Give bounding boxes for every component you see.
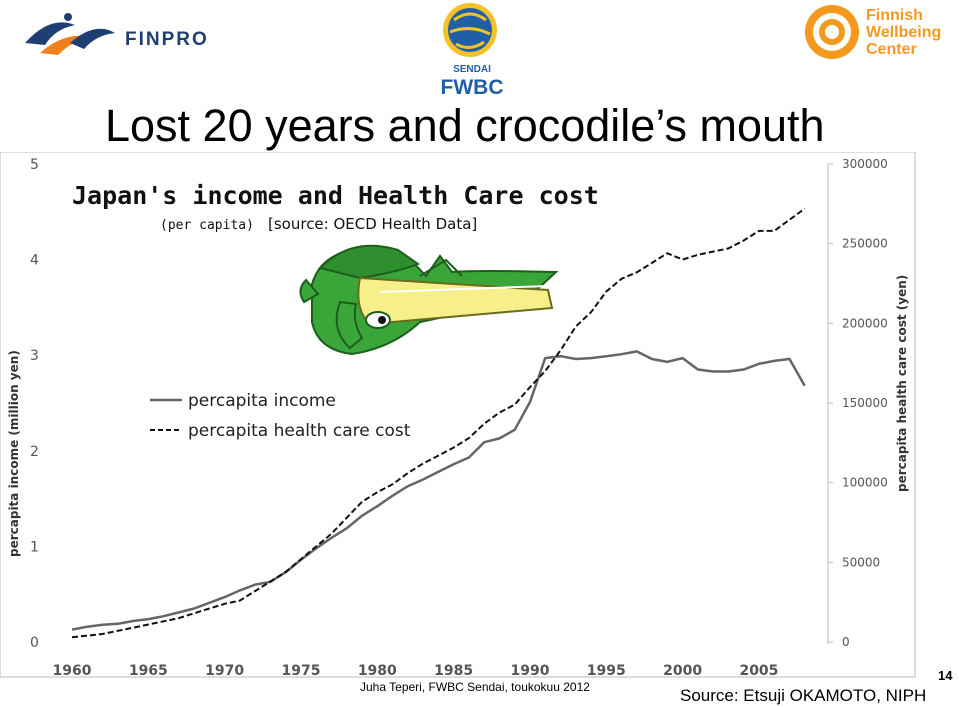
sendai-fwbc-logo: SENDAI FWBC xyxy=(441,3,504,99)
chart-subtitle-right: [source: OECD Health Data] xyxy=(268,215,477,233)
finpro-logo: FINPRO xyxy=(25,13,209,55)
y-tick-label-0: 0 xyxy=(30,635,39,651)
fwc-line-2: Wellbeing xyxy=(866,24,941,41)
x-tick-label-3: 1975 xyxy=(281,663,320,679)
y2-tick-label-0: 0 xyxy=(842,635,850,649)
x-tick-label-1: 1965 xyxy=(129,663,168,679)
x-tick-label-7: 1995 xyxy=(587,663,626,679)
finpro-bird-icon xyxy=(25,22,75,45)
fwbc-label: FWBC xyxy=(441,76,504,99)
series-line-health xyxy=(71,207,806,639)
y-tick-label-3: 3 xyxy=(30,348,39,364)
source-note: Source: Etsuji OKAMOTO, NIPH xyxy=(680,686,927,705)
y2-tick-label-1: 50000 xyxy=(842,555,880,569)
x-tick-label-6: 1990 xyxy=(510,663,549,679)
y2-tick-label-5: 250000 xyxy=(842,237,888,251)
y-tick-label-1: 1 xyxy=(30,539,39,555)
income-health-chart: Japan's income and Health Care cost (per… xyxy=(0,152,916,679)
slide-number: 14 xyxy=(938,668,953,683)
y2-axis-label: percapita health care cost (yen) xyxy=(895,275,909,492)
legend-label-health: percapita health care cost xyxy=(188,421,411,441)
finpro-wordmark: FINPRO xyxy=(125,29,209,50)
finnish-wellbeing-center-logo: Finnish Wellbeing Center xyxy=(805,5,941,59)
x-tick-label-8: 2000 xyxy=(663,663,702,679)
y2-tick-label-4: 200000 xyxy=(842,316,888,330)
right-axis-ticks: 0 50000 100000 150000 200000 250000 300000 xyxy=(828,157,888,649)
legend-label-income: percapita income xyxy=(188,391,336,411)
y2-tick-label-6: 300000 xyxy=(842,157,888,171)
x-tick-label-0: 1960 xyxy=(53,663,92,679)
footer-credit: Juha Teperi, FWBC Sendai, toukokuu 2012 xyxy=(360,680,590,694)
fwc-line-3: Center xyxy=(866,41,917,58)
series-line-income xyxy=(71,350,806,631)
y2-tick-label-2: 100000 xyxy=(842,476,888,490)
legend: percapita income percapita health care c… xyxy=(150,391,411,441)
y-tick-label-2: 2 xyxy=(30,444,39,460)
x-axis-ticks: 1960 1965 1970 1975 1980 1985 1990 1995 2000 2005 xyxy=(53,663,779,679)
slide-title: Lost 20 years and crocodile’s mouth xyxy=(105,100,825,151)
y-tick-label-5: 5 xyxy=(30,157,39,173)
y2-tick-label-3: 150000 xyxy=(842,396,888,410)
left-axis-ticks: 0 1 2 3 4 5 xyxy=(30,157,39,651)
y-axis-label: percapita income (million yen) xyxy=(7,350,21,557)
crocodile-illustration xyxy=(299,244,559,356)
chart-title: Japan's income and Health Care cost xyxy=(72,181,599,210)
x-tick-label-9: 2005 xyxy=(739,663,778,679)
chart-subtitle-left: (per capita) xyxy=(160,218,254,233)
x-tick-label-2: 1970 xyxy=(205,663,244,679)
y-tick-label-4: 4 xyxy=(30,253,39,269)
x-tick-label-5: 1985 xyxy=(434,663,473,679)
fwc-line-1: Finnish xyxy=(866,7,923,24)
x-tick-label-4: 1980 xyxy=(358,663,397,679)
sendai-label: SENDAI xyxy=(453,64,491,75)
